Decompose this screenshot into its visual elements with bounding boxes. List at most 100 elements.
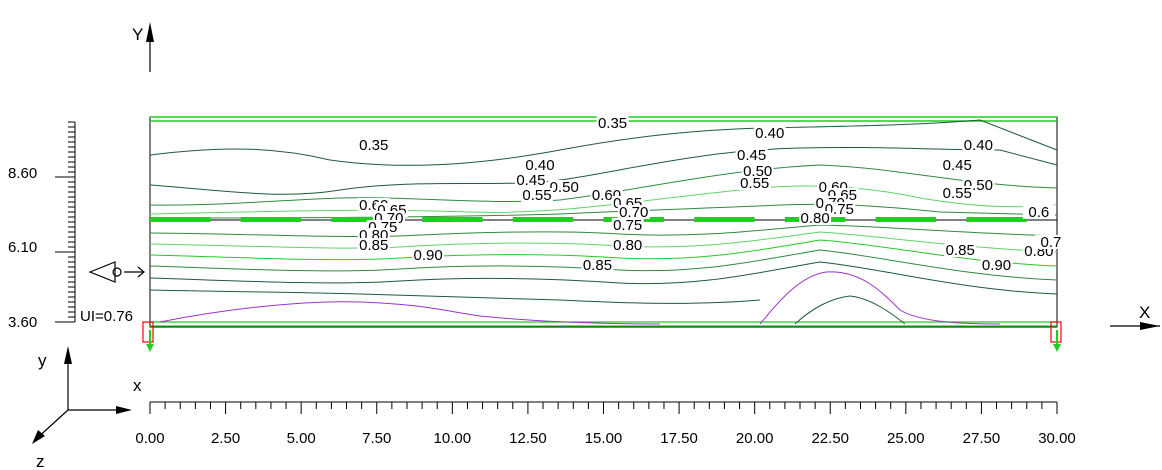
big-x-label: X bbox=[1139, 303, 1150, 322]
contour-labels: 0.350.350.400.400.450.40 0.450.500.45 0.50… bbox=[357, 115, 1067, 274]
contour-arch-inner bbox=[794, 295, 906, 325]
contour-040 bbox=[149, 146, 1058, 195]
y-tick-label: 8.60 bbox=[8, 165, 37, 182]
x-tick-label: 22.50 bbox=[811, 430, 849, 447]
contour-label: 0.40 bbox=[964, 137, 993, 154]
contour-label-bg bbox=[735, 148, 768, 162]
contour-label: 0.35 bbox=[359, 137, 388, 154]
x-tick-label: 17.50 bbox=[660, 430, 698, 447]
contour-label: 0.6 bbox=[1028, 204, 1049, 221]
contour-label-bg bbox=[753, 126, 786, 140]
contour-label: 0.50 bbox=[550, 179, 579, 196]
luminaire bbox=[150, 217, 211, 222]
x-tick-label: 30.00 bbox=[1038, 430, 1076, 447]
x-tick-label: 7.50 bbox=[362, 430, 391, 447]
supports bbox=[142, 321, 1062, 352]
contour-label-bg bbox=[412, 248, 445, 262]
contour-label-bg bbox=[799, 211, 832, 225]
x-tick-label: 25.00 bbox=[887, 430, 925, 447]
contour-label-bg bbox=[944, 243, 977, 257]
contour-label-bg bbox=[823, 202, 856, 216]
big-y-label: Y bbox=[132, 25, 143, 44]
contour-045 bbox=[149, 164, 1058, 206]
x-tick-label: 10.00 bbox=[434, 430, 472, 447]
contour-label-bg bbox=[617, 205, 650, 219]
small-x-label: x bbox=[133, 376, 142, 395]
contour-label-bg bbox=[1034, 235, 1067, 249]
contour-label-bg bbox=[581, 258, 614, 272]
contour-label-bg bbox=[611, 218, 644, 232]
contour-label: 0.85 bbox=[583, 257, 612, 274]
contour-label-bg bbox=[941, 186, 974, 200]
luminaire bbox=[966, 217, 1027, 222]
contour-label-bg bbox=[514, 173, 547, 187]
contour-label-bg bbox=[611, 238, 644, 252]
x-tick-label: 0.00 bbox=[135, 430, 164, 447]
contour-070 bbox=[149, 239, 1058, 267]
y-ruler: 8.60 6.10 3.60 bbox=[8, 121, 76, 331]
contour-label-bg bbox=[524, 158, 557, 172]
x-tick-label: 15.00 bbox=[585, 430, 623, 447]
contour-090 bbox=[159, 301, 661, 325]
contour-label-bg bbox=[941, 158, 974, 172]
contour-label: 0.35 bbox=[598, 115, 627, 132]
contour-arch bbox=[759, 271, 1001, 325]
contour-050 bbox=[149, 185, 1058, 215]
contour-label: 0.70 bbox=[619, 204, 648, 221]
contour-label: 0.75 bbox=[613, 217, 642, 234]
x-tick-label: 27.50 bbox=[963, 430, 1001, 447]
contour-label-bg bbox=[980, 258, 1013, 272]
contour-label: 0.7 bbox=[1041, 234, 1062, 251]
contour-085 bbox=[149, 289, 761, 304]
contour-label: 0.90 bbox=[414, 247, 443, 264]
contour-075 bbox=[149, 249, 1058, 281]
contour-060 bbox=[149, 224, 1058, 238]
contour-label-bg bbox=[738, 176, 771, 190]
contour-065 bbox=[149, 231, 1058, 253]
contour-label-bg bbox=[1022, 205, 1055, 219]
contour-label-bg bbox=[741, 164, 774, 178]
contour-label: 0.50 bbox=[743, 163, 772, 180]
contour-label: 0.45 bbox=[516, 172, 545, 189]
contour-label: 0.40 bbox=[525, 157, 554, 174]
contour-label: 0.85 bbox=[946, 242, 975, 259]
contour-080 bbox=[149, 261, 1058, 295]
x-tick-label: 20.00 bbox=[736, 430, 774, 447]
contour-label: 0.75 bbox=[825, 201, 854, 218]
contour-label-bg bbox=[357, 138, 390, 152]
contour-label: 0.40 bbox=[755, 125, 784, 142]
luminaire bbox=[331, 217, 392, 222]
x-tick-label: 5.00 bbox=[287, 430, 316, 447]
contour-label-bg bbox=[357, 238, 390, 252]
contour-label-bg bbox=[548, 180, 581, 194]
uniformity-label: UI=0.76 bbox=[80, 308, 133, 325]
big-x-axis: X bbox=[1110, 303, 1160, 330]
contour-label: 0.45 bbox=[737, 147, 766, 164]
contour-label: 0.55 bbox=[740, 175, 769, 192]
contour-label: 0.55 bbox=[522, 187, 551, 204]
luminaire bbox=[240, 217, 302, 222]
x-tick-label: 12.50 bbox=[509, 430, 547, 447]
x-ruler: 0.00 2.50 5.00 7.50 10.00 12.50 15.00 17.50 20.0… bbox=[135, 401, 1076, 447]
luminaire bbox=[694, 217, 755, 222]
contour-035 bbox=[149, 119, 1058, 166]
contour-label: 0.85 bbox=[359, 237, 388, 254]
contour-label-bg bbox=[520, 188, 553, 202]
eye-icon bbox=[88, 261, 145, 283]
small-y-label: y bbox=[38, 351, 47, 370]
big-y-axis: Y bbox=[132, 22, 154, 72]
axis-triad: y x z bbox=[32, 346, 142, 470]
luminaire bbox=[512, 217, 574, 222]
contour-label-bg bbox=[596, 116, 629, 130]
luminaire bbox=[875, 217, 937, 222]
contour-label: 0.45 bbox=[943, 157, 972, 174]
contour-label: 0.80 bbox=[801, 210, 830, 227]
x-tick-label: 2.50 bbox=[211, 430, 240, 447]
contour-label: 0.55 bbox=[943, 185, 972, 202]
small-z-label: z bbox=[36, 452, 45, 470]
y-tick-label: 3.60 bbox=[8, 314, 37, 331]
y-tick-label: 6.10 bbox=[8, 239, 37, 256]
contour-label-bg bbox=[962, 138, 995, 152]
luminaire bbox=[422, 217, 483, 222]
